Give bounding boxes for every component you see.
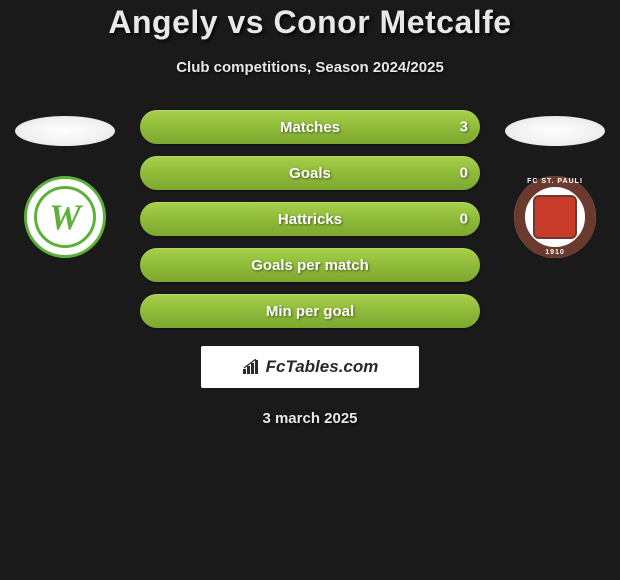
bar-chart-icon xyxy=(242,359,262,375)
stat-label: Goals per match xyxy=(251,257,369,274)
stat-bar-min-per-goal: Min per goal xyxy=(140,294,480,328)
stat-bar-matches: Matches 3 xyxy=(140,110,480,144)
left-player-column: W xyxy=(10,110,120,258)
fctables-text: FcTables.com xyxy=(266,357,379,377)
stat-label: Min per goal xyxy=(266,303,354,320)
date-label: 3 march 2025 xyxy=(0,410,620,427)
right-player-column: FC ST. PAULI 1910 xyxy=(500,110,610,258)
player-avatar-placeholder xyxy=(15,116,115,146)
wolfsburg-letter: W xyxy=(34,186,96,248)
stat-value: 3 xyxy=(460,119,468,136)
stat-value: 0 xyxy=(460,165,468,182)
stat-bar-hattricks: Hattricks 0 xyxy=(140,202,480,236)
left-club-badge: W xyxy=(24,176,106,258)
stat-value: 0 xyxy=(460,211,468,228)
stat-label: Goals xyxy=(289,165,331,182)
stats-column: Matches 3 Goals 0 Hattricks 0 Goals per … xyxy=(140,110,480,328)
page-title: Angely vs Conor Metcalfe xyxy=(0,4,620,41)
stpauli-top-text: FC ST. PAULI xyxy=(514,178,596,185)
player-avatar-placeholder xyxy=(505,116,605,146)
stat-bar-goals: Goals 0 xyxy=(140,156,480,190)
stat-label: Hattricks xyxy=(278,211,342,228)
comparison-row: W Matches 3 Goals 0 Hattricks 0 Goals pe… xyxy=(0,110,620,328)
stat-label: Matches xyxy=(280,119,340,136)
stat-bar-goals-per-match: Goals per match xyxy=(140,248,480,282)
stpauli-shield xyxy=(533,195,577,239)
stpauli-bottom-text: 1910 xyxy=(514,249,596,256)
fctables-logo: FcTables.com xyxy=(201,346,419,388)
subtitle: Club competitions, Season 2024/2025 xyxy=(0,59,620,76)
comparison-card: Angely vs Conor Metcalfe Club competitio… xyxy=(0,0,620,427)
right-club-badge: FC ST. PAULI 1910 xyxy=(514,176,596,258)
